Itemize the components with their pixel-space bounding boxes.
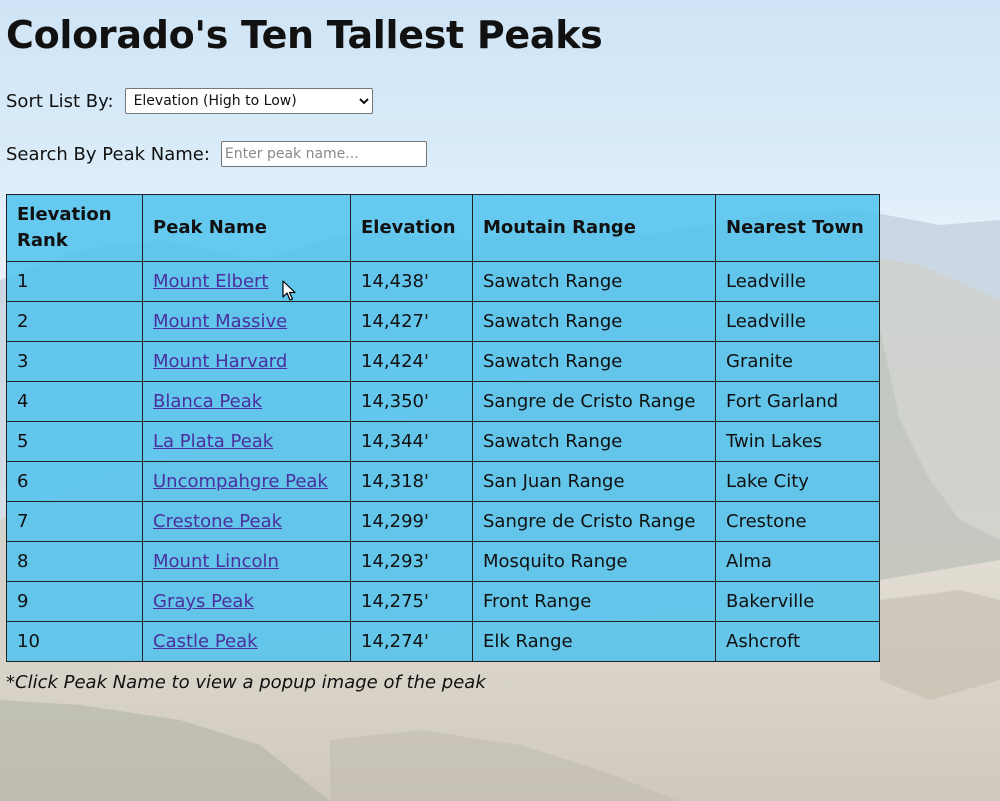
table-row: 10 Castle Peak 14,274' Elk Range Ashcrof… xyxy=(6,621,880,662)
cell-range: San Juan Range xyxy=(472,461,716,502)
cell-peak-name: Mount Harvard xyxy=(142,341,351,382)
cell-town: Lake City xyxy=(715,461,880,502)
cell-rank: 9 xyxy=(6,581,143,622)
cell-town: Leadville xyxy=(715,301,880,342)
peak-link[interactable]: Uncompahgre Peak xyxy=(153,471,328,492)
header-peak-name: Peak Name xyxy=(142,194,351,262)
cell-peak-name: La Plata Peak xyxy=(142,421,351,462)
sort-control: Sort List By: Elevation (High to Low) xyxy=(6,86,1000,116)
cell-range: Elk Range xyxy=(472,621,716,662)
cell-rank: 6 xyxy=(6,461,143,502)
table-row: 8 Mount Lincoln 14,293' Mosquito Range A… xyxy=(6,541,880,582)
cell-peak-name: Mount Elbert xyxy=(142,261,351,302)
cell-peak-name: Grays Peak xyxy=(142,581,351,622)
search-control: Search By Peak Name: xyxy=(6,139,1000,169)
cell-rank: 7 xyxy=(6,501,143,542)
peak-link[interactable]: Castle Peak xyxy=(153,631,258,652)
peak-link[interactable]: Mount Elbert xyxy=(153,271,269,292)
cell-elevation: 14,275' xyxy=(350,581,473,622)
cell-range: Front Range xyxy=(472,581,716,622)
cell-town: Twin Lakes xyxy=(715,421,880,462)
cell-elevation: 14,318' xyxy=(350,461,473,502)
cell-elevation: 14,274' xyxy=(350,621,473,662)
cell-range: Sawatch Range xyxy=(472,341,716,382)
cell-elevation: 14,438' xyxy=(350,261,473,302)
peak-link[interactable]: La Plata Peak xyxy=(153,431,274,452)
peak-link[interactable]: Grays Peak xyxy=(153,591,254,612)
table-row: 2 Mount Massive 14,427' Sawatch Range Le… xyxy=(6,301,880,342)
cell-range: Sawatch Range xyxy=(472,301,716,342)
cell-elevation: 14,299' xyxy=(350,501,473,542)
header-elevation-rank: Elevation Rank xyxy=(6,194,143,262)
cell-rank: 5 xyxy=(6,421,143,462)
table-body: 1 Mount Elbert 14,438' Sawatch Range Lea… xyxy=(6,261,880,662)
peaks-table: Elevation Rank Peak Name Elevation Mouta… xyxy=(6,194,880,662)
cell-rank: 2 xyxy=(6,301,143,342)
cell-peak-name: Mount Massive xyxy=(142,301,351,342)
footnote: *Click Peak Name to view a popup image o… xyxy=(6,672,486,693)
cell-town: Alma xyxy=(715,541,880,582)
cell-range: Sangre de Cristo Range xyxy=(472,381,716,422)
search-label: Search By Peak Name: xyxy=(6,143,210,165)
cell-elevation: 14,427' xyxy=(350,301,473,342)
cell-town: Fort Garland xyxy=(715,381,880,422)
cell-peak-name: Castle Peak xyxy=(142,621,351,662)
arrow-pointer-icon xyxy=(282,280,296,301)
cell-town: Bakerville xyxy=(715,581,880,622)
header-elevation: Elevation xyxy=(350,194,473,262)
search-input[interactable] xyxy=(220,141,427,167)
page-content: Colorado's Ten Tallest Peaks Sort List B… xyxy=(6,13,1000,693)
cell-elevation: 14,424' xyxy=(350,341,473,382)
peak-link[interactable]: Mount Massive xyxy=(153,311,288,332)
cell-town: Ashcroft xyxy=(715,621,880,662)
table-row: 3 Mount Harvard 14,424' Sawatch Range Gr… xyxy=(6,341,880,382)
header-nearest-town: Nearest Town xyxy=(715,194,880,262)
sort-select[interactable]: Elevation (High to Low) xyxy=(124,88,373,114)
cell-rank: 10 xyxy=(6,621,143,662)
cell-rank: 3 xyxy=(6,341,143,382)
table-row: 4 Blanca Peak 14,350' Sangre de Cristo R… xyxy=(6,381,880,422)
cell-town: Granite xyxy=(715,341,880,382)
table-row: 7 Crestone Peak 14,299' Sangre de Cristo… xyxy=(6,501,880,542)
cell-elevation: 14,344' xyxy=(350,421,473,462)
peak-link[interactable]: Mount Lincoln xyxy=(153,551,279,572)
header-row: Elevation Rank Peak Name Elevation Mouta… xyxy=(6,194,880,262)
peak-link[interactable]: Blanca Peak xyxy=(153,391,263,412)
cell-peak-name: Crestone Peak xyxy=(142,501,351,542)
cell-rank: 1 xyxy=(6,261,143,302)
cell-range: Sangre de Cristo Range xyxy=(472,501,716,542)
sort-label: Sort List By: xyxy=(6,90,114,112)
cell-town: Crestone xyxy=(715,501,880,542)
table-row: 5 La Plata Peak 14,344' Sawatch Range Tw… xyxy=(6,421,880,462)
table-row: 1 Mount Elbert 14,438' Sawatch Range Lea… xyxy=(6,261,880,302)
cell-range: Mosquito Range xyxy=(472,541,716,582)
table-row: 9 Grays Peak 14,275' Front Range Bakervi… xyxy=(6,581,880,622)
cell-range: Sawatch Range xyxy=(472,421,716,462)
table-header: Elevation Rank Peak Name Elevation Mouta… xyxy=(6,194,880,262)
peak-link[interactable]: Mount Harvard xyxy=(153,351,288,372)
cell-town: Leadville xyxy=(715,261,880,302)
cell-elevation: 14,293' xyxy=(350,541,473,582)
cell-elevation: 14,350' xyxy=(350,381,473,422)
page-title: Colorado's Ten Tallest Peaks xyxy=(6,13,603,57)
cell-peak-name: Uncompahgre Peak xyxy=(142,461,351,502)
cell-peak-name: Mount Lincoln xyxy=(142,541,351,582)
cell-rank: 4 xyxy=(6,381,143,422)
cell-range: Sawatch Range xyxy=(472,261,716,302)
cell-rank: 8 xyxy=(6,541,143,582)
header-mountain-range: Moutain Range xyxy=(472,194,716,262)
table-row: 6 Uncompahgre Peak 14,318' San Juan Rang… xyxy=(6,461,880,502)
peak-link[interactable]: Crestone Peak xyxy=(153,511,283,532)
cell-peak-name: Blanca Peak xyxy=(142,381,351,422)
